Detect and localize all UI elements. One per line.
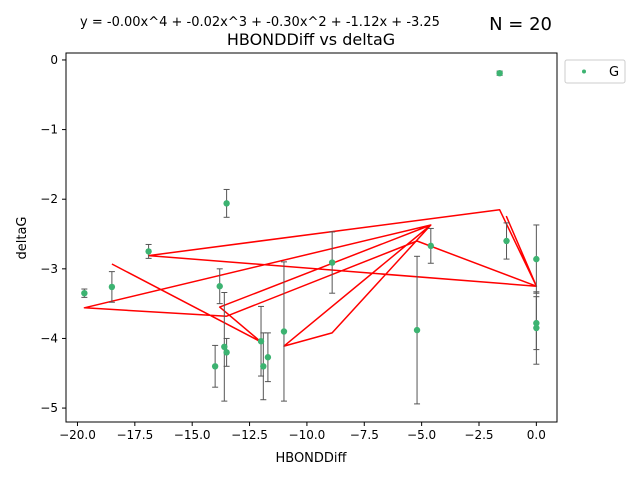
data-point (328, 259, 336, 266)
data-point (223, 349, 230, 356)
data-point (533, 319, 540, 327)
data-point (145, 248, 152, 255)
data-point (427, 242, 435, 250)
data-point (260, 363, 267, 370)
data-point (108, 283, 116, 291)
y-tick-label: −4 (40, 331, 58, 345)
fit-equation: y = -0.00x^4 + -0.02x^3 + -0.30x^2 + -1.… (80, 15, 440, 30)
error-bars (81, 70, 540, 405)
data-point (264, 354, 272, 361)
data-point (216, 283, 223, 290)
x-tick-label: −5.0 (407, 428, 436, 442)
x-axis-label: HBONDDiff (275, 451, 347, 466)
data-point (533, 324, 540, 332)
data-point (223, 200, 230, 207)
data-point (257, 338, 265, 345)
data-point (221, 343, 228, 351)
y-tick-label: 0 (50, 53, 58, 67)
y-tick-label: −1 (40, 123, 58, 137)
y-tick-label: −2 (40, 192, 58, 206)
chart-title: HBONDDiff vs deltaG (227, 30, 395, 49)
legend-box (564, 59, 626, 84)
y-tick-label: −3 (40, 262, 58, 276)
x-tick-label: −12.5 (231, 428, 268, 442)
plot-frame (65, 52, 558, 423)
x-tick-label: −2.5 (464, 428, 493, 442)
x-tick-label: −7.5 (350, 428, 379, 442)
data-point (533, 255, 540, 263)
x-tick-label: −20.0 (59, 428, 96, 442)
y-tick-label: −5 (40, 401, 58, 415)
x-tick-label: 0.0 (527, 428, 546, 442)
sample-count: N = 20 (489, 14, 552, 35)
axis-ticks: −20.0 −17.5 −15.0 −12.5 −10.0 −7.5 −5.0 −2.5 0.0… (40, 53, 546, 442)
data-points (81, 69, 540, 370)
x-tick-label: −10.0 (289, 428, 326, 442)
fit-curve (83, 208, 538, 347)
y-axis-label: deltaG (15, 217, 30, 260)
legend-marker (582, 69, 586, 74)
x-tick-label: −17.5 (116, 428, 153, 442)
legend-label: G (609, 65, 619, 80)
legend: G (564, 59, 626, 84)
data-point (280, 328, 288, 335)
data-point (503, 237, 510, 245)
data-point (81, 289, 88, 297)
fit-line (83, 208, 538, 347)
data-point (211, 363, 219, 370)
x-tick-label: −15.0 (174, 428, 211, 442)
data-point (496, 69, 503, 77)
data-point (413, 326, 421, 334)
